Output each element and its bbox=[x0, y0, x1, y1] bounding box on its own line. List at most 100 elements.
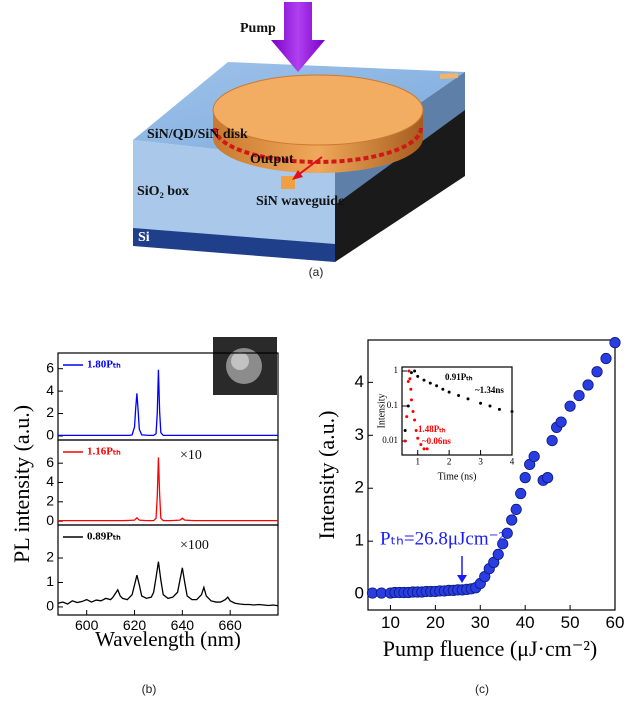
silicon-layer bbox=[133, 228, 335, 262]
data-point bbox=[409, 371, 413, 375]
plot-frame bbox=[57, 524, 279, 616]
data-point bbox=[403, 429, 407, 433]
data-point bbox=[497, 538, 509, 550]
data-point bbox=[414, 429, 418, 433]
data-point bbox=[409, 398, 413, 402]
spectrum-line bbox=[57, 561, 279, 607]
x-tick-label: 60 bbox=[606, 613, 625, 632]
pump-arrow bbox=[271, 2, 325, 72]
data-point bbox=[457, 393, 461, 397]
data-point bbox=[506, 514, 518, 526]
y-tick-label: 6 bbox=[46, 454, 54, 470]
data-point bbox=[555, 416, 567, 428]
y-axis-label: Intensity (a.u.) bbox=[314, 411, 339, 540]
y-tick-label: 2 bbox=[46, 493, 54, 509]
spectrum-line bbox=[58, 369, 278, 437]
data-point bbox=[419, 442, 423, 446]
data-point bbox=[510, 503, 522, 516]
data-point bbox=[564, 400, 576, 412]
data-point bbox=[492, 548, 504, 561]
legend-label: 0.89Pₜₕ bbox=[87, 531, 121, 543]
y-axis-label: Intensity bbox=[376, 394, 387, 429]
y-tick-label: 3 bbox=[355, 425, 364, 444]
data-point bbox=[582, 379, 594, 391]
y-tick-label: 0 bbox=[46, 598, 54, 614]
y-tick-label: 4 bbox=[46, 473, 54, 489]
data-point bbox=[403, 439, 407, 443]
spectrum-line bbox=[58, 457, 278, 522]
plot-frame bbox=[401, 366, 513, 456]
data-point bbox=[609, 337, 621, 349]
data-point bbox=[542, 472, 554, 484]
y-tick-label: 4 bbox=[46, 382, 54, 398]
plot-frame bbox=[367, 339, 616, 611]
chart: 0 2 4 6 1.80Pₜₕ bbox=[46, 352, 279, 443]
x-tick-label: 4 bbox=[510, 456, 515, 466]
data-point bbox=[416, 374, 420, 378]
series-label: 1.48Pₜₕ bbox=[418, 424, 446, 434]
disk-top bbox=[212, 74, 424, 146]
data-point bbox=[408, 377, 412, 381]
data-point bbox=[413, 418, 417, 422]
output-arrow bbox=[297, 156, 323, 176]
data-point bbox=[422, 447, 426, 451]
data-point bbox=[497, 407, 501, 411]
waveguide-label: SiN waveguide bbox=[256, 194, 344, 209]
output-label: Output bbox=[250, 152, 294, 167]
pump-label: Pump bbox=[240, 21, 276, 36]
device-diagram: Pump SiN/QD/SiN disk Output SiO₂ box SiN… bbox=[133, 2, 465, 262]
data-point bbox=[501, 527, 513, 539]
x-tick-label: 2 bbox=[447, 456, 452, 466]
chart: 0 1 2 3 4 10 20 30 40 50 60 Pₜₕ=26.8μJcm⁻² Pump flue… bbox=[314, 337, 624, 661]
data-point bbox=[479, 401, 483, 405]
y-axis-label: PL intensity (a.u.) bbox=[9, 405, 34, 563]
x-tick-label: 50 bbox=[561, 613, 580, 632]
x-tick-label: 620 bbox=[123, 617, 147, 633]
annotation: ~0.06ns bbox=[422, 436, 451, 446]
x-tick-label: 640 bbox=[171, 617, 195, 633]
data-point bbox=[447, 390, 451, 394]
annotation: ~1.34ns bbox=[475, 385, 504, 395]
y-tick-label: 2 bbox=[46, 404, 54, 420]
legend-label: 1.80Pₜₕ bbox=[87, 359, 121, 371]
data-point bbox=[428, 381, 432, 385]
data-point bbox=[411, 409, 415, 413]
x-tick-label: 660 bbox=[218, 617, 242, 633]
data-point bbox=[528, 450, 540, 463]
waveguide-end bbox=[440, 73, 458, 79]
x-axis-label: Wavelength (nm) bbox=[95, 627, 241, 651]
x-tick-label: 30 bbox=[471, 613, 490, 632]
whispering-mode bbox=[213, 127, 423, 164]
y-tick-label: 0.1 bbox=[387, 400, 398, 410]
data-point bbox=[406, 380, 410, 384]
y-tick-label: 0.01 bbox=[382, 435, 398, 445]
y-tick-label: 1 bbox=[355, 531, 364, 550]
x-tick-label: 20 bbox=[426, 613, 445, 632]
oxide-label: SiO₂ box bbox=[137, 184, 189, 199]
photo-glow bbox=[231, 352, 249, 370]
y-tick-label: 1 bbox=[46, 573, 54, 589]
data-point bbox=[488, 404, 492, 408]
caption-c: (c) bbox=[475, 682, 489, 696]
y-tick-label: 0 bbox=[46, 427, 54, 443]
y-tick-label: 2 bbox=[355, 478, 364, 497]
data-point bbox=[600, 352, 612, 365]
output-arrowhead bbox=[292, 170, 303, 180]
threshold-arrowhead bbox=[457, 575, 467, 583]
x-tick-label: 600 bbox=[75, 617, 99, 633]
data-point bbox=[406, 404, 410, 408]
caption-a: (a) bbox=[309, 265, 324, 279]
legend-label: 1.16Pₜₕ bbox=[87, 446, 121, 458]
y-tick-label: 4 bbox=[355, 372, 364, 391]
x-tick-label: 40 bbox=[516, 613, 535, 632]
y-tick-label: 2 bbox=[46, 549, 54, 565]
data-point bbox=[591, 366, 603, 378]
waveguide-facet bbox=[281, 176, 295, 189]
x-tick-label: 10 bbox=[381, 613, 400, 632]
data-point bbox=[425, 447, 429, 451]
data-point bbox=[416, 436, 420, 440]
data-point bbox=[441, 387, 445, 391]
substrate-label: Si bbox=[138, 230, 150, 245]
disk-photo bbox=[213, 337, 277, 395]
data-point bbox=[510, 409, 514, 413]
